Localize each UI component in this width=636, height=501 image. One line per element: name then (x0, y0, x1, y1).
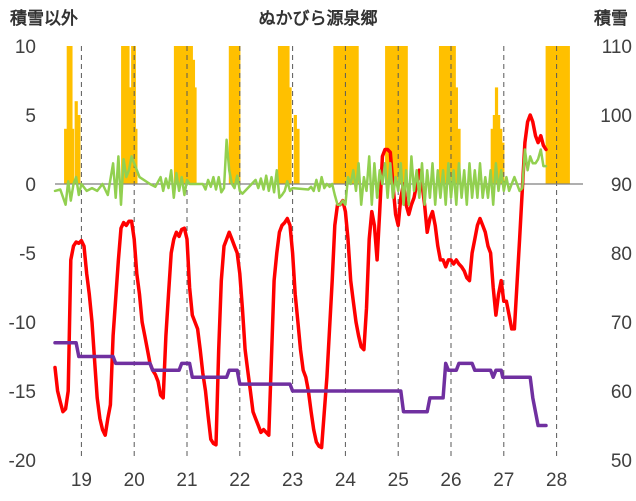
snowfall-bar (400, 46, 405, 184)
snowfall-bar (497, 115, 501, 184)
snowfall-bar (121, 46, 125, 184)
snowfall-bar (454, 87, 458, 184)
series-line (53, 340, 548, 428)
y-right-tick-label: 50 (611, 451, 632, 472)
y-right-tick-label: 60 (611, 382, 632, 403)
snowfall-bar (70, 128, 75, 184)
series-lines (53, 113, 548, 450)
snowfall-bar (182, 46, 186, 184)
y-left-tick-label: -10 (9, 313, 36, 334)
snowfall-bar (442, 46, 446, 184)
y-right-tick-label: 110 (602, 37, 632, 58)
snowfall-bar (342, 46, 347, 184)
snowfall-bar (77, 115, 81, 184)
snowfall-bar (134, 128, 138, 184)
snowfall-bar (499, 128, 503, 184)
snowfall-bars (64, 46, 570, 184)
snowfall-bar (490, 128, 494, 184)
y-left-tick-label: -20 (9, 451, 36, 472)
left-axis-title: 積雪以外 (10, 8, 78, 29)
snowfall-bar (404, 46, 408, 184)
snowfall-bar (173, 46, 178, 184)
snowfall-bar (348, 46, 352, 184)
right-axis-title: 積雪 (594, 8, 628, 29)
snowfall-bar (452, 46, 456, 184)
x-tick-label: 28 (546, 470, 567, 491)
snowfall-bar (184, 46, 188, 184)
snowfall-bar (355, 46, 359, 184)
snowfall-bar (564, 46, 568, 184)
snowfall-bar (333, 46, 337, 184)
snowfall-bar (335, 46, 339, 184)
x-tick-label: 20 (124, 470, 145, 491)
y-right-tick-label: 90 (611, 175, 632, 196)
snowfall-bar (193, 87, 197, 184)
snowfall-bar (286, 46, 290, 184)
snowfall-bar (385, 46, 389, 184)
snowfall-bar (66, 46, 70, 184)
y-right-tick-label: 70 (611, 313, 632, 334)
snowfall-bar (189, 46, 193, 184)
snowfall-bar (395, 46, 399, 184)
y-left-tick-label: 0 (25, 175, 36, 196)
snowfall-bar (390, 46, 394, 184)
x-tick-label: 26 (440, 470, 461, 491)
y-right-tick-label: 80 (611, 244, 632, 265)
x-tick-label: 27 (493, 470, 514, 491)
x-tick-label: 19 (71, 470, 92, 491)
x-tick-label: 22 (229, 470, 250, 491)
snowfall-bar (74, 101, 78, 184)
snowfall-bar (501, 142, 505, 184)
snowfall-bar (492, 115, 496, 184)
x-tick-label: 23 (282, 470, 303, 491)
y-left-tick-label: -15 (9, 382, 36, 403)
snowfall-bar (559, 46, 563, 184)
snowfall-bar (296, 128, 300, 184)
series-line (53, 113, 548, 450)
y-right-tick-label: 100 (600, 106, 632, 127)
x-tick-label: 21 (176, 470, 197, 491)
snowfall-bar (457, 128, 461, 184)
snowfall-bar (293, 115, 297, 184)
snowfall-bar (282, 46, 286, 184)
snowfall-bar (233, 46, 237, 184)
snowfall-bar (288, 87, 292, 184)
snowfall-bar (447, 46, 451, 184)
snowfall-bar (69, 46, 73, 184)
y-left-tick-label: 5 (25, 106, 36, 127)
y-left-tick-label: -5 (19, 244, 36, 265)
y-left-tick-label: 10 (15, 37, 36, 58)
snowfall-bar (339, 46, 343, 184)
snowfall-bar (237, 46, 241, 184)
snowfall-bar (132, 46, 136, 184)
snowfall-bar (123, 46, 127, 184)
snowfall-bar (566, 46, 570, 184)
x-tick-label: 24 (335, 470, 357, 491)
snowfall-bar (554, 46, 558, 184)
snowfall-bar (353, 46, 357, 184)
chart-title: ぬかびら源泉郷 (259, 8, 378, 29)
series-line (53, 138, 548, 206)
snowfall-bar (129, 87, 133, 184)
snowfall-bar (550, 46, 554, 184)
x-tick-label: 25 (388, 470, 409, 491)
snowfall-bar (494, 87, 499, 184)
snowfall-bar (64, 128, 68, 184)
